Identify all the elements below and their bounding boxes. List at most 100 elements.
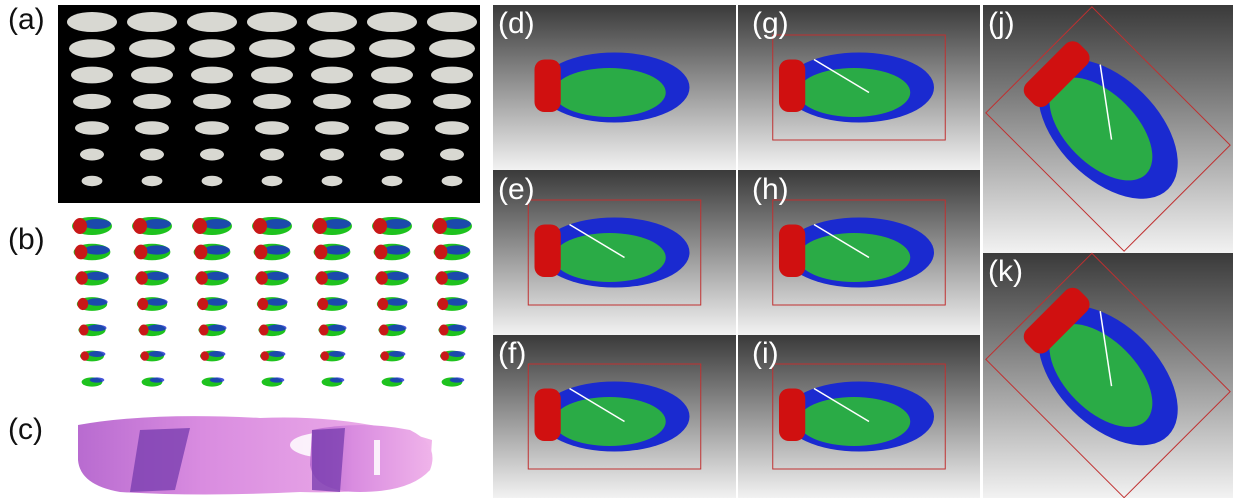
- slice-blue: [143, 219, 171, 229]
- slice: [67, 12, 117, 32]
- slice-red: [201, 351, 209, 361]
- slice: [315, 121, 349, 135]
- slice-red: [436, 271, 448, 284]
- panel-label: (a): [8, 3, 45, 36]
- slice-blue: [329, 351, 346, 357]
- slice-red: [73, 218, 87, 234]
- slice-blue: [145, 272, 169, 280]
- slice-blue: [443, 219, 471, 229]
- slice: [307, 12, 357, 32]
- slice-red: [255, 245, 268, 260]
- slice-blue: [323, 219, 351, 229]
- slice-blue: [83, 219, 111, 229]
- slice-red: [136, 271, 148, 284]
- slice-red: [373, 218, 387, 234]
- slice-blue: [263, 219, 291, 229]
- slice: [260, 149, 284, 161]
- slice-blue: [90, 377, 105, 382]
- slice-blue: [327, 325, 346, 332]
- slice-red: [318, 298, 329, 310]
- slice-red: [199, 325, 209, 336]
- slice-blue: [266, 298, 287, 306]
- slice: [71, 67, 113, 84]
- slice-blue: [265, 272, 289, 280]
- slice-blue: [389, 351, 406, 357]
- panel-label: (e): [498, 173, 535, 206]
- slice-red: [316, 271, 328, 284]
- slice: [82, 176, 103, 186]
- slice: [367, 12, 417, 32]
- slice-red: [315, 245, 328, 260]
- slice-blue: [144, 245, 170, 254]
- panel-label: (b): [8, 223, 45, 256]
- slice-blue: [147, 325, 166, 332]
- slice-red: [259, 325, 269, 336]
- slice: [262, 176, 283, 186]
- slice-red: [321, 351, 329, 361]
- slice-red: [196, 271, 208, 284]
- slice: [431, 67, 473, 84]
- slice: [435, 121, 469, 135]
- panel-label: (f): [498, 337, 526, 370]
- green-tract: [798, 68, 911, 117]
- slice: [193, 94, 231, 109]
- slice: [375, 121, 409, 135]
- slice: [75, 121, 109, 135]
- slice: [200, 149, 224, 161]
- slice-blue: [269, 351, 286, 357]
- slice: [380, 149, 404, 161]
- slice: [429, 39, 475, 57]
- slice-blue: [386, 298, 407, 306]
- slice: [131, 67, 173, 84]
- slice-blue: [264, 245, 290, 254]
- slice: [251, 67, 293, 84]
- slice-blue: [326, 298, 347, 306]
- slice: [127, 12, 177, 32]
- slice-blue: [146, 298, 167, 306]
- slice: [187, 12, 237, 32]
- slice-blue: [330, 377, 345, 382]
- slice: [135, 121, 169, 135]
- slice-red: [78, 298, 89, 310]
- slice-red: [378, 298, 389, 310]
- slice-blue: [267, 325, 286, 332]
- green-tract: [553, 68, 666, 117]
- slice-red: [435, 245, 448, 260]
- slice-blue: [387, 325, 406, 332]
- slice-red: [439, 325, 449, 336]
- panel-c-sections: [78, 416, 433, 494]
- slice: [255, 121, 289, 135]
- slice-red: [379, 325, 389, 336]
- slice-blue: [445, 272, 469, 280]
- slice-blue: [206, 298, 227, 306]
- slice-red: [258, 298, 269, 310]
- slice-blue: [385, 272, 409, 280]
- slice-red: [376, 271, 388, 284]
- slice-red: [76, 271, 88, 284]
- green-tract: [553, 233, 666, 282]
- slice: [371, 67, 413, 84]
- slice: [191, 67, 233, 84]
- slice: [140, 149, 164, 161]
- slice: [440, 149, 464, 161]
- slice-blue: [447, 325, 466, 332]
- slice-red: [375, 245, 388, 260]
- slice: [133, 94, 171, 109]
- red-region: [535, 389, 561, 442]
- slice-red: [81, 351, 89, 361]
- slice-blue: [384, 245, 410, 254]
- green-tract: [798, 233, 911, 282]
- red-region: [779, 225, 805, 278]
- slice-blue: [203, 219, 231, 229]
- slice-blue: [84, 245, 110, 254]
- slice: [189, 39, 235, 57]
- slice-blue: [89, 351, 106, 357]
- slice-blue: [150, 377, 165, 382]
- slice-red: [135, 245, 148, 260]
- slice-blue: [85, 272, 109, 280]
- panel-label: (c): [8, 413, 43, 446]
- slice-blue: [450, 377, 465, 382]
- slice-red: [138, 298, 149, 310]
- slice-blue: [444, 245, 470, 254]
- panel-label: (d): [498, 7, 535, 40]
